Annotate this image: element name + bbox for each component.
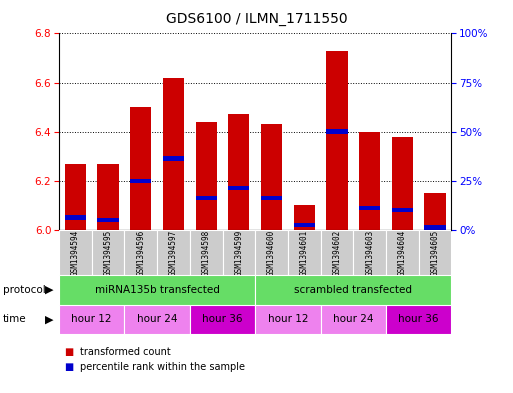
Text: miRNA135b transfected: miRNA135b transfected: [95, 285, 220, 295]
Bar: [59, 275, 255, 305]
Text: GSM1394601: GSM1394601: [300, 230, 309, 275]
Text: time: time: [3, 314, 26, 324]
Bar: [321, 305, 386, 334]
Text: GSM1394596: GSM1394596: [136, 230, 145, 275]
Bar: [223, 230, 255, 275]
Text: GSM1394597: GSM1394597: [169, 230, 178, 275]
Text: ■: ■: [64, 362, 73, 373]
Text: hour 12: hour 12: [71, 314, 112, 324]
Bar: [255, 305, 321, 334]
Bar: [386, 230, 419, 275]
Bar: [261, 124, 282, 230]
Text: GSM1394599: GSM1394599: [234, 230, 243, 275]
Text: transformed count: transformed count: [80, 347, 170, 357]
Bar: [261, 196, 282, 200]
Bar: [228, 114, 249, 230]
Bar: [59, 230, 92, 275]
Text: hour 36: hour 36: [399, 314, 439, 324]
Text: GSM1394600: GSM1394600: [267, 230, 276, 275]
Bar: [130, 107, 151, 230]
Bar: [228, 186, 249, 190]
Text: percentile rank within the sample: percentile rank within the sample: [80, 362, 245, 373]
Bar: [424, 193, 446, 230]
Bar: [386, 305, 451, 334]
Bar: [419, 230, 451, 275]
Bar: [255, 275, 451, 305]
Text: scrambled transfected: scrambled transfected: [294, 285, 412, 295]
Text: ■: ■: [64, 347, 73, 357]
Text: protocol: protocol: [3, 285, 45, 295]
Text: ▶: ▶: [45, 285, 54, 295]
Bar: [157, 230, 190, 275]
Bar: [130, 178, 151, 183]
Text: hour 24: hour 24: [333, 314, 373, 324]
Text: GSM1394602: GSM1394602: [332, 230, 342, 275]
Bar: [65, 215, 86, 220]
Bar: [288, 230, 321, 275]
Bar: [255, 230, 288, 275]
Text: GSM1394594: GSM1394594: [71, 230, 80, 275]
Bar: [163, 77, 184, 230]
Bar: [124, 305, 190, 334]
Bar: [392, 208, 413, 213]
Bar: [359, 206, 380, 210]
Bar: [195, 122, 217, 230]
Text: GSM1394604: GSM1394604: [398, 230, 407, 275]
Text: GSM1394598: GSM1394598: [202, 230, 211, 275]
Bar: [97, 218, 119, 222]
Text: hour 24: hour 24: [137, 314, 177, 324]
Text: ▶: ▶: [45, 314, 54, 324]
Bar: [326, 129, 348, 134]
Bar: [124, 230, 157, 275]
Text: GSM1394595: GSM1394595: [104, 230, 112, 275]
Bar: [97, 163, 119, 230]
Bar: [353, 230, 386, 275]
Bar: [163, 156, 184, 161]
Text: GDS6100 / ILMN_1711550: GDS6100 / ILMN_1711550: [166, 12, 347, 26]
Bar: [195, 196, 217, 200]
Text: GSM1394603: GSM1394603: [365, 230, 374, 275]
Bar: [190, 305, 255, 334]
Bar: [190, 230, 223, 275]
Bar: [326, 51, 348, 230]
Bar: [321, 230, 353, 275]
Bar: [65, 163, 86, 230]
Bar: [392, 136, 413, 230]
Bar: [293, 206, 315, 230]
Text: GSM1394605: GSM1394605: [430, 230, 440, 275]
Text: hour 12: hour 12: [268, 314, 308, 324]
Text: hour 36: hour 36: [202, 314, 243, 324]
Bar: [293, 223, 315, 227]
Bar: [424, 225, 446, 230]
Bar: [59, 305, 124, 334]
Bar: [92, 230, 125, 275]
Bar: [359, 132, 380, 230]
